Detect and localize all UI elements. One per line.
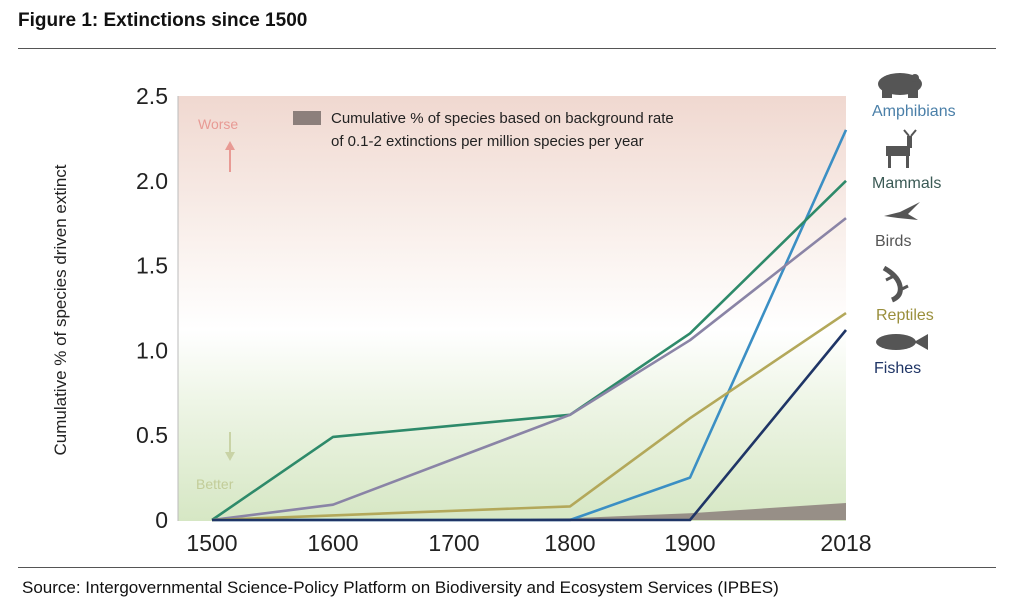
better-arrow-head [225, 452, 235, 461]
background-rate-band [212, 503, 846, 520]
x-tick-label: 2018 [820, 530, 871, 556]
extinctions-chart: Worse Better 0 0.5 1.0 1.5 2.0 2.5 1500 1600 17… [51, 73, 956, 556]
series-line-reptiles [211, 312, 847, 522]
series-lines [211, 129, 848, 522]
x-tick-label: 1800 [544, 530, 595, 556]
species-label-reptiles: Reptiles [876, 307, 934, 324]
species-label-fishes: Fishes [874, 360, 921, 377]
bird-icon [884, 202, 920, 220]
band-labels: Worse Better [196, 116, 238, 492]
worse-arrow-head [225, 141, 235, 150]
y-tick-label: 1.5 [136, 253, 168, 279]
y-tick-label: 2.5 [136, 83, 168, 109]
y-tick-label: 2.0 [136, 168, 168, 194]
y-tick-label: 0.5 [136, 422, 168, 448]
series-line-birds [211, 217, 847, 522]
legend-line-2: of 0.1-2 extinctions per million species… [331, 133, 644, 150]
x-tick-label: 1600 [307, 530, 358, 556]
plot-background [178, 96, 846, 521]
y-axis: 0 0.5 1.0 1.5 2.0 2.5 [136, 83, 179, 533]
frog-icon [878, 73, 922, 98]
y-tick-label: 1.0 [136, 337, 168, 363]
bottom-rule [18, 567, 996, 568]
y-tick-label: 0 [155, 507, 168, 533]
top-rule [18, 48, 996, 49]
x-tick-label: 1900 [664, 530, 715, 556]
species-label-amphibians: Amphibians [872, 103, 956, 120]
legend-swatch [293, 111, 321, 125]
x-axis: 1500 1600 1700 1800 1900 2018 [186, 530, 871, 556]
legend-line-1: Cumulative % of species based on backgro… [331, 110, 674, 127]
y-axis-label: Cumulative % of species driven extinct [51, 164, 70, 455]
lizard-icon [882, 265, 909, 303]
species-label-mammals: Mammals [872, 175, 941, 192]
species-label-birds: Birds [875, 233, 911, 250]
better-label: Better [196, 476, 234, 492]
deer-icon [886, 129, 917, 168]
series-line-fishes [212, 329, 848, 522]
fish-icon [876, 334, 928, 350]
worse-label: Worse [198, 116, 238, 132]
x-tick-label: 1500 [186, 530, 237, 556]
source-note: Source: Intergovernmental Science-Policy… [22, 578, 779, 597]
figure-title: Figure 1: Extinctions since 1500 [18, 10, 308, 31]
x-tick-label: 1700 [428, 530, 479, 556]
legend: Cumulative % of species based on backgro… [293, 110, 674, 150]
species-key: Amphibians Mammals Birds Reptiles Fishes [872, 73, 956, 377]
